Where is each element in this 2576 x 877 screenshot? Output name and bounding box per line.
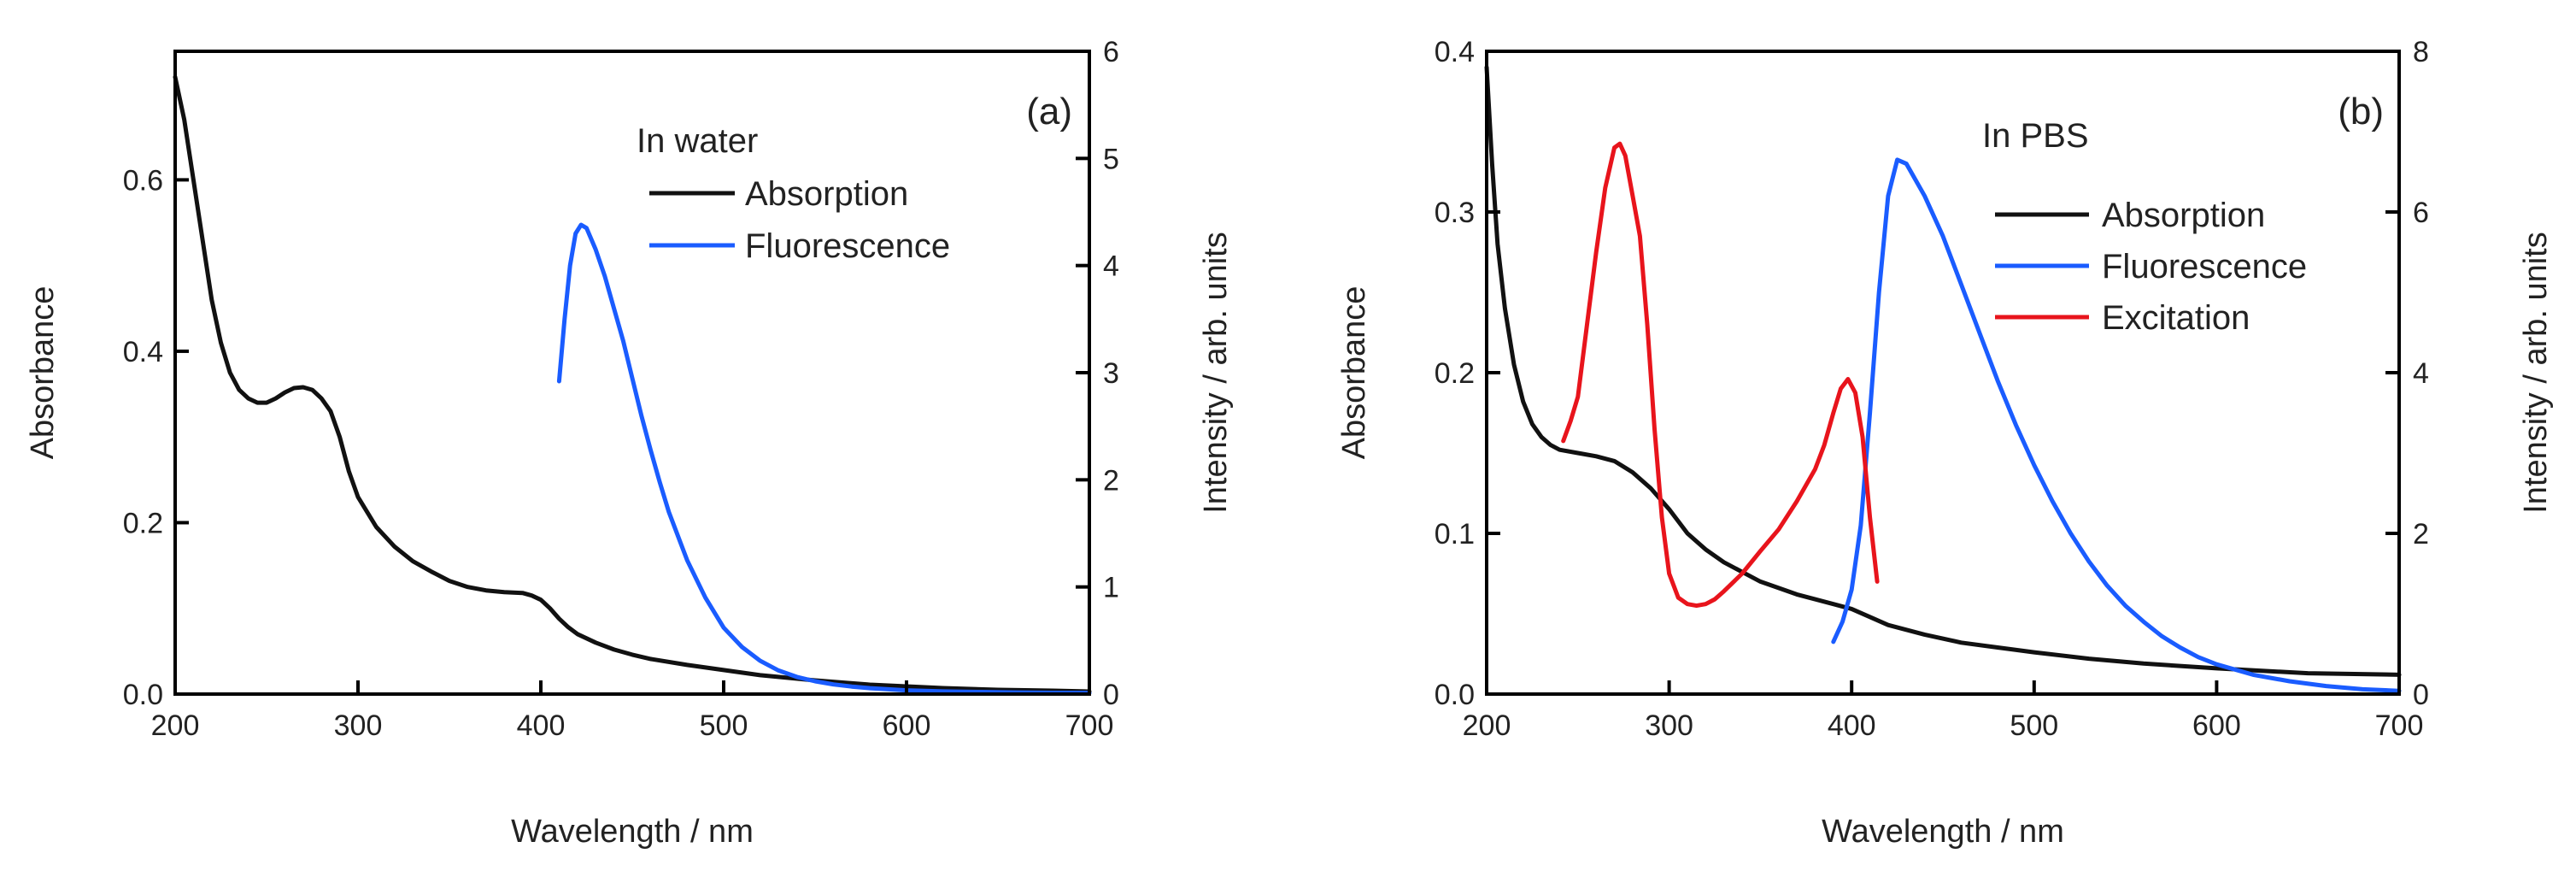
panel-a-x-tick-label: 700 (1065, 709, 1114, 742)
panel-b-y-tick-label: 0.0 (1435, 679, 1475, 711)
panel-a-y-axis-label: Absorbance (25, 286, 61, 460)
panel-b-legend-entry-excitation: Excitation (2102, 299, 2250, 337)
panel-b-y2-tick-label: 6 (2413, 197, 2429, 229)
panel-a-x-axis-label: Wavelength / nm (511, 814, 754, 850)
panel-b-x-tick-label: 700 (2375, 709, 2424, 742)
panel-a-x-tick-label: 200 (151, 709, 200, 742)
panel-a-y-tick-label: 0.0 (123, 679, 163, 711)
panel-a-y-tick-label: 0.6 (123, 164, 163, 197)
panel-a-label: (a) (1026, 91, 1072, 132)
panel-b-label: (b) (2338, 91, 2384, 132)
panel-b-series-layer (1484, 65, 2402, 693)
panel-b-legend: In PBS Absorption Fluorescence Excitatio… (1982, 117, 2307, 337)
panel-a-series-layer (173, 74, 1092, 696)
panel-b-series-excitation (1561, 141, 1880, 609)
panel-a-y-tick-label: 0.2 (123, 507, 163, 539)
panel-a-series-absorption (173, 74, 1092, 694)
panel-a-x-tick-label: 400 (517, 709, 566, 742)
panel-b-y2-tick-label: 8 (2413, 36, 2429, 68)
panel-a-y2-tick-label: 2 (1103, 464, 1119, 497)
panel-b-legend-title: In PBS (1982, 117, 2089, 155)
panel-b-y-tick-label: 0.3 (1435, 197, 1475, 229)
panel-b-y2-tick-label: 0 (2413, 679, 2429, 711)
panel-a-legend: In water Absorption Fluorescence (637, 122, 950, 265)
panel-b-legend-entry-fluorescence: Fluorescence (2102, 248, 2307, 285)
panel-a-legend-entry-fluorescence: Fluorescence (745, 227, 950, 265)
panel-b: 200 300 400 500 600 700 0.0 0.1 0.2 0.3 0.4 0 2 4 6 8 (… (1336, 36, 2554, 850)
panel-b-x-tick-label: 400 (1828, 709, 1876, 742)
panel-b-y-tick-label: 0.1 (1435, 518, 1475, 550)
panel-a-y2-tick-label: 1 (1103, 572, 1119, 604)
panel-b-y-axis-label: Absorbance (1336, 286, 1372, 460)
panel-a-y2-tick-label: 5 (1103, 143, 1119, 175)
panel-a-x-tick-label: 600 (883, 709, 931, 742)
panel-b-x-tick-label: 200 (1463, 709, 1511, 742)
panel-a-x-tick-label: 300 (334, 709, 383, 742)
panel-a-series-fluorescence (556, 222, 1092, 696)
panel-b-y2-axis-label: Intensity / arb. units (2518, 232, 2554, 514)
panel-b-y-tick-label: 0.4 (1435, 36, 1475, 68)
panel-b-x-tick-label: 600 (2192, 709, 2241, 742)
panel-a-y2-tick-label: 4 (1103, 250, 1119, 283)
panel-a-legend-entry-absorption: Absorption (745, 175, 908, 213)
panel-a-tick-layer: 200 300 400 500 600 700 0.0 0.2 0.4 0.6 0 1 2 3 4 5 6 (123, 36, 1119, 742)
panel-a-x-tick-label: 500 (700, 709, 748, 742)
panel-a: 200 300 400 500 600 700 0.0 0.2 0.4 0.6 0 1 2 3 4 5 6 (a… (25, 36, 1234, 850)
panel-b-y2-tick-label: 4 (2413, 357, 2429, 390)
panel-a-y2-axis-label: Intensity / arb. units (1198, 232, 1234, 514)
panel-b-series-fluorescence (1831, 157, 2402, 693)
panel-b-y-tick-label: 0.2 (1435, 357, 1475, 390)
panel-b-x-axis-label: Wavelength / nm (1822, 814, 2064, 850)
panel-a-y-tick-label: 0.4 (123, 336, 163, 368)
panel-b-y2-tick-label: 2 (2413, 518, 2429, 550)
panel-b-x-tick-label: 300 (1645, 709, 1693, 742)
panel-b-tick-layer: 200 300 400 500 600 700 0.0 0.1 0.2 0.3 0.4 0 2 4 6 8 (1435, 36, 2429, 742)
panel-a-legend-title: In water (637, 122, 758, 160)
panel-b-legend-entry-absorption: Absorption (2102, 197, 2265, 234)
panel-b-x-tick-label: 500 (2010, 709, 2058, 742)
panel-b-series-absorption (1484, 65, 2402, 677)
panel-a-y2-tick-label: 0 (1103, 679, 1119, 711)
panel-a-y2-tick-label: 3 (1103, 357, 1119, 390)
panel-a-y2-tick-label: 6 (1103, 36, 1119, 68)
